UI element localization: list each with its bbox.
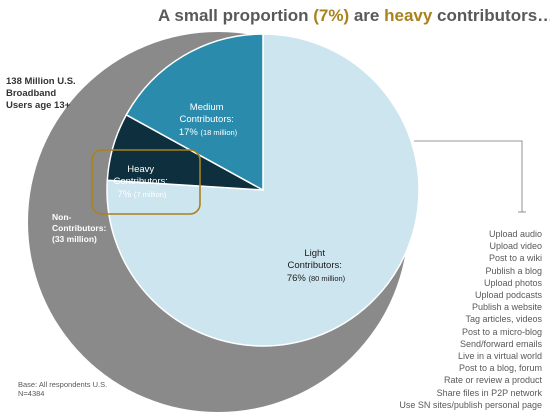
activity-item: Post to a blog, forum <box>458 363 542 374</box>
activity-item: Upload podcasts <box>474 290 542 301</box>
medium-name-1: Medium <box>190 102 224 113</box>
activity-item: Share files in P2P network <box>436 387 542 398</box>
activities-list: Upload audio Upload video Post to a wiki Pu… <box>322 228 542 411</box>
light-name-1: Light <box>304 248 325 259</box>
title-highlight-pct: (7%) <box>313 6 350 25</box>
light-count: (80 million) <box>308 274 345 283</box>
medium-value: 17% (18 million) <box>179 127 238 138</box>
population-label: 138 Million U.S. Broadband Users age 13+ <box>6 76 78 111</box>
heavy-name-1: Heavy <box>127 164 154 175</box>
heavy-pct: 7% <box>118 189 132 200</box>
activity-item: Publish a blog <box>485 265 542 276</box>
activity-item: Post to a micro-blog <box>461 326 542 337</box>
population-line-3: Users age 13+ <box>6 100 71 111</box>
activity-item: Live in a virtual world <box>457 351 542 362</box>
activity-item: Post to a wiki <box>488 253 542 264</box>
title-prefix: A small proportion <box>158 6 314 25</box>
medium-label: Medium Contributors: 17% (18 million) <box>179 102 238 138</box>
medium-name-2: Contributors: <box>179 114 233 125</box>
activity-item: Tag articles, videos <box>465 314 542 325</box>
heavy-highlight-box <box>91 149 201 215</box>
base-note-line-1: Base: All respondents U.S. <box>18 380 108 389</box>
activity-item: Upload video <box>489 241 542 252</box>
activity-item: Publish a website <box>471 302 542 313</box>
light-value: 76% (80 million) <box>287 273 346 284</box>
non-contributors-label: Non- Contributors: (33 million) <box>52 212 109 244</box>
title-suffix: contributors… <box>432 6 550 25</box>
activity-item: Use SN sites/publish personal page <box>399 399 542 410</box>
light-pct: 76% <box>287 273 307 284</box>
population-line-1: 138 Million U.S. <box>6 76 76 87</box>
heavy-label: Heavy Contributors: 7% (7 million) <box>113 164 170 200</box>
medium-contributors-slice <box>125 33 264 192</box>
base-note: Base: All respondents U.S. N=4384 <box>18 380 107 398</box>
activity-item: Upload photos <box>483 277 542 288</box>
non-contributors-line-2: Contributors: <box>52 223 106 233</box>
base-note-line-2: N=4384 <box>18 389 45 398</box>
heavy-name-2: Contributors: <box>113 176 167 187</box>
title-highlight-word: heavy <box>384 6 433 25</box>
population-line-2: Broadband <box>6 88 56 99</box>
light-contributors-slice <box>106 33 420 347</box>
heavy-value: 7% (7 million) <box>118 189 167 200</box>
activity-item: Rate or review a product <box>443 375 542 386</box>
activity-item: Upload audio <box>488 229 542 239</box>
non-contributors-value: (33 million) <box>52 234 97 244</box>
non-contributors-line-1: Non- <box>52 212 72 222</box>
heavy-count: (7 million) <box>134 190 167 199</box>
title-middle: are <box>349 6 385 25</box>
chart-title: A small proportion (7%) are heavy contri… <box>158 6 550 26</box>
light-label: Light Contributors: 76% (80 million) <box>287 248 346 284</box>
medium-count: (18 million) <box>200 128 237 137</box>
light-name-2: Contributors: <box>287 260 341 271</box>
activity-item: Send/forward emails <box>459 338 542 349</box>
medium-pct: 17% <box>179 127 199 138</box>
activities-bracket <box>414 140 523 212</box>
